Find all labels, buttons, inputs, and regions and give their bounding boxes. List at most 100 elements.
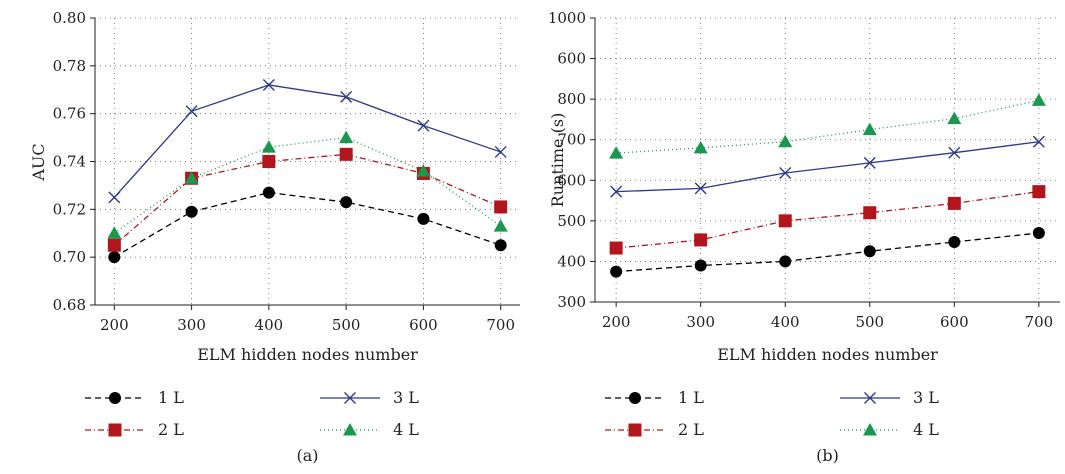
x-tick-label: 400 xyxy=(255,316,284,334)
series-line-1l xyxy=(616,232,1039,273)
y-tick-label: 0.76 xyxy=(53,105,86,123)
chart-panel-a: 0.68 0.70 0.72 0.74 0.76 0.78 0.80 200 300 400 500… xyxy=(29,9,520,465)
data-point xyxy=(494,145,507,158)
x-tick-label: 600 xyxy=(940,313,969,331)
legend-label: 1 L xyxy=(158,388,184,407)
data-point xyxy=(948,146,961,159)
x-axis-label: ELM hidden nodes number xyxy=(717,345,938,364)
data-point xyxy=(1032,227,1045,240)
legend-label: 2 L xyxy=(678,420,704,439)
data-point xyxy=(694,182,707,195)
data-point xyxy=(185,205,198,218)
y-tick-label: 0.72 xyxy=(53,200,86,218)
legend-marker xyxy=(864,392,876,404)
legend-label: 3 L xyxy=(393,388,419,407)
legend-label: 1 L xyxy=(678,388,704,407)
data-point xyxy=(863,156,876,169)
legend-marker xyxy=(628,423,642,437)
data-point xyxy=(339,130,354,144)
data-point xyxy=(1032,135,1045,148)
y-tick-label: 400 xyxy=(557,252,586,270)
data-point xyxy=(610,265,623,278)
legend-label: 4 L xyxy=(913,420,939,439)
y-tick-label: 1000 xyxy=(548,9,586,27)
y-axis-label: Runtime (s) xyxy=(548,113,567,208)
x-tick-label: 700 xyxy=(486,316,515,334)
x-axis-label: ELM hidden nodes number xyxy=(197,345,418,364)
data-point xyxy=(693,140,708,154)
data-point xyxy=(185,105,198,118)
y-tick-label: 700 xyxy=(557,131,586,149)
legend-marker xyxy=(108,423,122,437)
series-line-1l xyxy=(113,191,501,258)
data-point xyxy=(493,219,508,232)
data-point xyxy=(262,155,276,168)
legend-marker xyxy=(109,392,121,404)
data-point xyxy=(340,90,353,103)
data-point xyxy=(947,111,962,125)
data-point xyxy=(107,238,121,252)
data-point xyxy=(948,235,961,248)
x-tick-label: 200 xyxy=(602,313,631,331)
data-point xyxy=(863,206,877,220)
series-line-2l xyxy=(616,191,1039,249)
x-tick-label: 300 xyxy=(177,316,206,334)
y-tick-label: 800 xyxy=(557,90,586,108)
x-tick-label: 500 xyxy=(332,316,361,334)
data-point xyxy=(779,166,792,179)
x-tick-label: 700 xyxy=(1025,313,1054,331)
data-point xyxy=(494,200,508,214)
y-axis-label: AUC xyxy=(29,143,48,181)
x-tick-label: 200 xyxy=(100,316,129,334)
y-tick-label: 0.78 xyxy=(53,57,86,75)
panel-label: (b) xyxy=(816,446,839,465)
y-tick-label: 600 xyxy=(557,50,586,68)
data-point xyxy=(494,239,507,252)
data-point xyxy=(417,212,430,225)
y-tick-label: 0.70 xyxy=(53,248,86,266)
series-line-4l xyxy=(616,99,1040,154)
legend-marker xyxy=(343,423,357,436)
series-line-3l xyxy=(616,141,1039,193)
legend-label: 4 L xyxy=(393,420,419,439)
data-point xyxy=(184,171,199,184)
y-tick-label: 500 xyxy=(557,212,586,230)
legend-marker xyxy=(863,423,877,436)
legend-marker xyxy=(344,392,356,404)
x-tick-label: 300 xyxy=(686,313,715,331)
data-point xyxy=(609,146,624,159)
legend-label: 2 L xyxy=(158,420,184,439)
data-point xyxy=(694,233,708,247)
legend: 1 L 2 L 3 L 4 L xyxy=(605,388,939,439)
data-point xyxy=(262,186,275,199)
data-point xyxy=(417,119,430,132)
series-line-2l xyxy=(113,153,501,246)
data-point xyxy=(108,251,121,264)
data-point xyxy=(261,140,276,153)
x-tick-label: 400 xyxy=(771,313,800,331)
panel-label: (a) xyxy=(296,446,318,465)
y-tick-label: 300 xyxy=(557,293,586,311)
data-point xyxy=(1032,185,1046,199)
data-point xyxy=(862,122,877,136)
data-point xyxy=(778,214,792,228)
data-point xyxy=(863,245,876,258)
legend: 1 L 2 L 3 L 4 L xyxy=(85,388,419,439)
series-line-3l xyxy=(113,84,501,198)
data-point xyxy=(416,164,431,177)
series-line-4l xyxy=(113,136,502,234)
y-tick-label: 600 xyxy=(557,171,586,189)
data-point xyxy=(947,196,961,210)
data-point xyxy=(778,134,793,148)
data-point xyxy=(1031,93,1046,106)
data-point xyxy=(107,226,122,239)
x-tick-label: 600 xyxy=(409,316,438,334)
chart-panel-b: 300 400 500 600 700 800 600 1000 200 300 400 500 600… xyxy=(548,9,1060,465)
data-point xyxy=(694,259,707,272)
data-point xyxy=(108,191,121,204)
data-point xyxy=(339,147,353,161)
data-point xyxy=(610,185,623,198)
y-tick-label: 0.68 xyxy=(53,296,86,314)
y-tick-label: 0.74 xyxy=(53,153,86,171)
